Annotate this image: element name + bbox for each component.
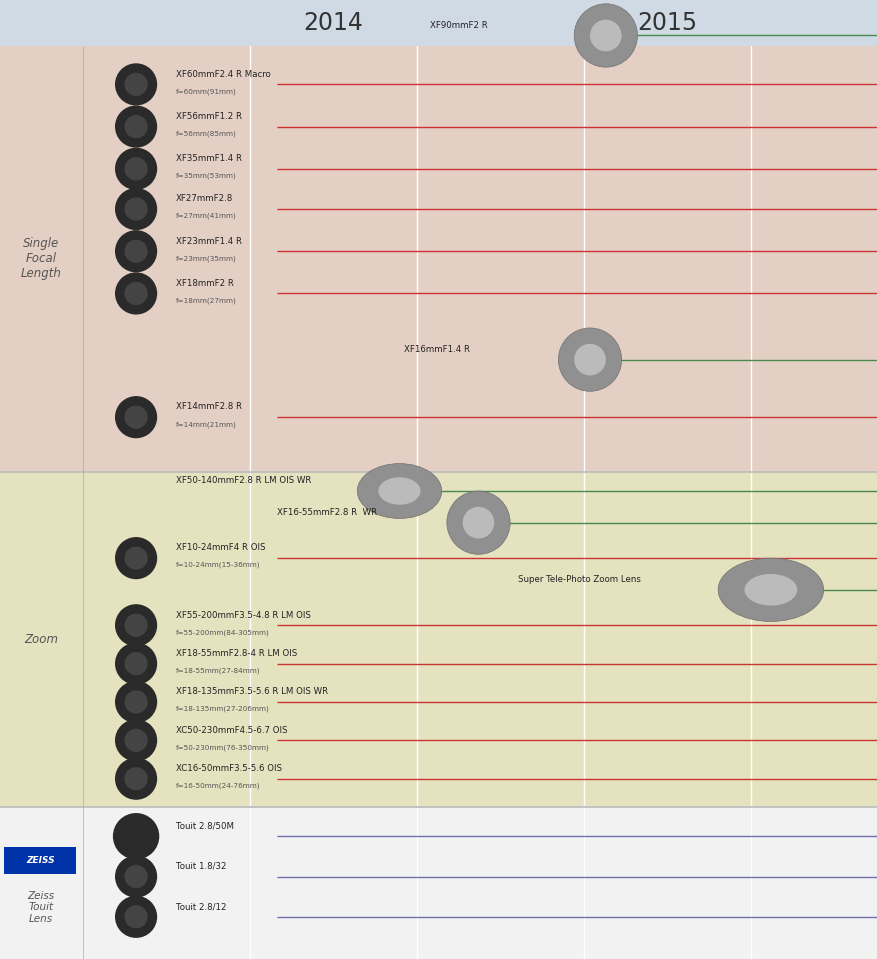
Text: XF14mmF2.8 R: XF14mmF2.8 R	[175, 403, 241, 411]
Ellipse shape	[125, 198, 147, 221]
Text: f=35mm(53mm): f=35mm(53mm)	[175, 173, 236, 179]
Ellipse shape	[115, 896, 157, 938]
Bar	[0, 46, 83, 472]
Ellipse shape	[115, 758, 157, 800]
Ellipse shape	[125, 729, 147, 752]
Text: ZEISS: ZEISS	[26, 855, 54, 865]
Ellipse shape	[125, 767, 147, 790]
Ellipse shape	[115, 643, 157, 685]
Ellipse shape	[115, 188, 157, 230]
Ellipse shape	[744, 573, 796, 606]
Text: XF55-200mmF3.5-4.8 R LM OIS: XF55-200mmF3.5-4.8 R LM OIS	[175, 611, 310, 620]
Ellipse shape	[574, 4, 637, 67]
Text: f=14mm(21mm): f=14mm(21mm)	[175, 421, 236, 428]
Ellipse shape	[115, 230, 157, 272]
Bar	[0, 807, 83, 959]
Ellipse shape	[115, 604, 157, 646]
Text: f=56mm(85mm): f=56mm(85mm)	[175, 130, 236, 137]
Ellipse shape	[115, 148, 157, 190]
Ellipse shape	[357, 463, 441, 519]
Text: XF56mmF1.2 R: XF56mmF1.2 R	[175, 112, 241, 121]
Ellipse shape	[115, 537, 157, 579]
Text: f=16-50mm(24-76mm): f=16-50mm(24-76mm)	[175, 783, 260, 789]
Ellipse shape	[125, 690, 147, 713]
Text: XF18-135mmF3.5-5.6 R LM OIS WR: XF18-135mmF3.5-5.6 R LM OIS WR	[175, 688, 327, 696]
Text: f=55-200mm(84-305mm): f=55-200mm(84-305mm)	[175, 629, 269, 636]
Ellipse shape	[115, 396, 157, 438]
Ellipse shape	[446, 491, 510, 554]
Text: XF18-55mmF2.8-4 R LM OIS: XF18-55mmF2.8-4 R LM OIS	[175, 649, 296, 658]
Text: Zeiss
Touit
Lens: Zeiss Touit Lens	[28, 891, 54, 924]
Ellipse shape	[113, 813, 159, 859]
Text: XF16mmF1.4 R: XF16mmF1.4 R	[403, 345, 469, 354]
Text: f=60mm(91mm): f=60mm(91mm)	[175, 88, 236, 95]
Text: XF23mmF1.4 R: XF23mmF1.4 R	[175, 237, 241, 246]
Text: f=18-135mm(27-206mm): f=18-135mm(27-206mm)	[175, 706, 269, 713]
Text: XF18mmF2 R: XF18mmF2 R	[175, 279, 233, 288]
Text: XF35mmF1.4 R: XF35mmF1.4 R	[175, 154, 241, 163]
Ellipse shape	[115, 272, 157, 315]
Text: f=50-230mm(76-350mm): f=50-230mm(76-350mm)	[175, 744, 269, 751]
Ellipse shape	[125, 157, 147, 180]
Ellipse shape	[115, 681, 157, 723]
Text: f=18-55mm(27-84mm): f=18-55mm(27-84mm)	[175, 667, 260, 674]
Text: Zoom: Zoom	[25, 633, 58, 646]
Ellipse shape	[125, 406, 147, 429]
Bar	[0, 472, 83, 807]
Text: XF27mmF2.8: XF27mmF2.8	[175, 195, 232, 203]
Text: Touit 2.8/50M: Touit 2.8/50M	[175, 822, 233, 830]
Ellipse shape	[115, 719, 157, 761]
Ellipse shape	[125, 905, 147, 928]
Ellipse shape	[462, 506, 494, 539]
Text: XF16-55mmF2.8 R  WR: XF16-55mmF2.8 R WR	[276, 508, 376, 517]
Ellipse shape	[115, 105, 157, 148]
Ellipse shape	[125, 614, 147, 637]
Ellipse shape	[125, 652, 147, 675]
Ellipse shape	[125, 865, 147, 888]
Ellipse shape	[115, 855, 157, 898]
Ellipse shape	[115, 63, 157, 105]
Ellipse shape	[125, 240, 147, 263]
Ellipse shape	[125, 73, 147, 96]
Ellipse shape	[378, 478, 420, 504]
Text: XF50-140mmF2.8 R LM OIS WR: XF50-140mmF2.8 R LM OIS WR	[175, 477, 310, 485]
Text: XF90mmF2 R: XF90mmF2 R	[429, 21, 487, 30]
Ellipse shape	[589, 20, 621, 51]
Text: f=18mm(27mm): f=18mm(27mm)	[175, 297, 236, 304]
Bar	[83, 472, 877, 807]
Text: Touit 2.8/12: Touit 2.8/12	[175, 902, 226, 911]
Ellipse shape	[717, 558, 823, 621]
Text: f=23mm(35mm): f=23mm(35mm)	[175, 255, 236, 262]
Text: 2014: 2014	[303, 11, 363, 35]
Bar	[83, 46, 877, 472]
Text: XF10-24mmF4 R OIS: XF10-24mmF4 R OIS	[175, 544, 265, 552]
Bar	[4, 847, 76, 874]
Ellipse shape	[125, 115, 147, 138]
Text: XF60mmF2.4 R Macro: XF60mmF2.4 R Macro	[175, 70, 270, 79]
Ellipse shape	[125, 547, 147, 570]
Text: f=27mm(41mm): f=27mm(41mm)	[175, 213, 236, 220]
Text: Super Tele-Photo Zoom Lens: Super Tele-Photo Zoom Lens	[517, 575, 640, 584]
Text: f=10-24mm(15-36mm): f=10-24mm(15-36mm)	[175, 562, 260, 569]
Text: XC50-230mmF4.5-6.7 OIS: XC50-230mmF4.5-6.7 OIS	[175, 726, 287, 735]
Ellipse shape	[574, 344, 605, 375]
Ellipse shape	[558, 328, 621, 391]
Ellipse shape	[125, 282, 147, 305]
Text: Touit 1.8/32: Touit 1.8/32	[175, 862, 226, 871]
Text: 2015: 2015	[637, 11, 696, 35]
Bar	[0, 0, 877, 46]
Bar	[83, 807, 877, 959]
Text: Single
Focal
Length: Single Focal Length	[21, 238, 61, 280]
Text: XC16-50mmF3.5-5.6 OIS: XC16-50mmF3.5-5.6 OIS	[175, 764, 282, 773]
